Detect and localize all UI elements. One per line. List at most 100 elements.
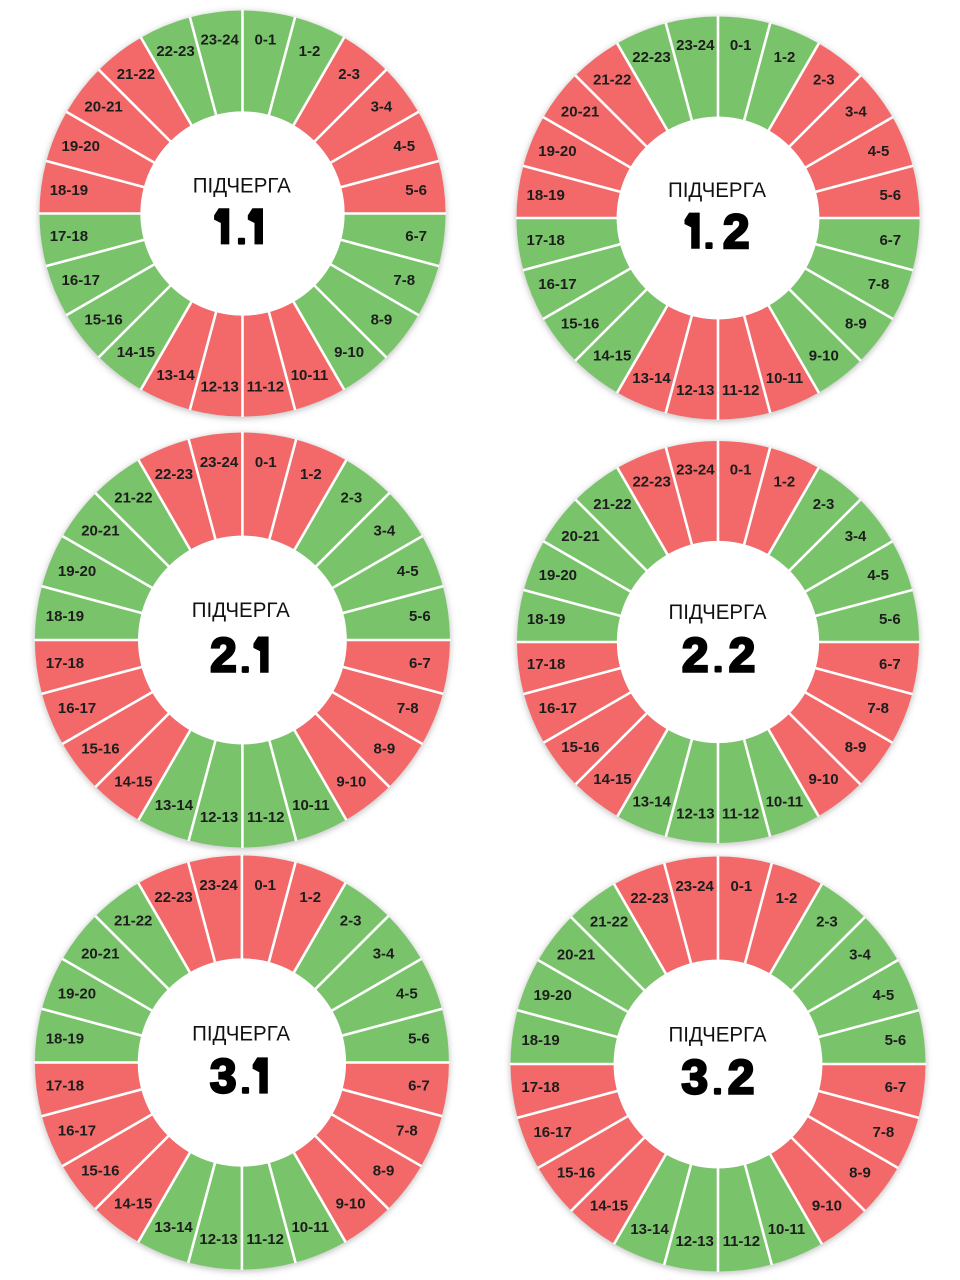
svg-text:15-16: 15-16 (84, 312, 122, 329)
svg-text:7-8: 7-8 (396, 1122, 418, 1139)
svg-text:14-15: 14-15 (593, 771, 631, 788)
svg-text:11-12: 11-12 (722, 382, 760, 399)
svg-text:6-7: 6-7 (885, 1079, 907, 1096)
svg-text:14-15: 14-15 (593, 347, 631, 364)
svg-text:12-13: 12-13 (200, 809, 238, 826)
svg-text:17-18: 17-18 (527, 656, 565, 673)
svg-text:11-12: 11-12 (246, 1231, 284, 1248)
svg-text:11-12: 11-12 (723, 1233, 761, 1250)
svg-text:5-6: 5-6 (879, 187, 901, 204)
svg-text:13-14: 13-14 (154, 1219, 193, 1236)
svg-text:5-6: 5-6 (879, 611, 901, 628)
svg-text:18-19: 18-19 (521, 1032, 559, 1049)
svg-text:14-15: 14-15 (114, 1196, 152, 1213)
svg-text:18-19: 18-19 (527, 611, 565, 628)
svg-text:1-2: 1-2 (773, 473, 795, 490)
svg-text:2-3: 2-3 (816, 914, 838, 931)
svg-text:ПІДЧЕРГА: ПІДЧЕРГА (669, 600, 768, 624)
svg-text:21-22: 21-22 (117, 66, 155, 83)
svg-text:4-5: 4-5 (867, 567, 889, 584)
svg-text:19-20: 19-20 (62, 138, 100, 155)
svg-text:13-14: 13-14 (156, 367, 195, 384)
svg-text:2: 2 (682, 629, 709, 682)
svg-text:18-19: 18-19 (46, 608, 84, 625)
svg-text:17-18: 17-18 (46, 1077, 84, 1094)
svg-text:12-13: 12-13 (200, 379, 238, 396)
svg-text:9-10: 9-10 (334, 344, 364, 361)
svg-text:3-4: 3-4 (849, 947, 871, 964)
svg-text:6-7: 6-7 (879, 232, 901, 249)
svg-text:2: 2 (729, 629, 756, 682)
svg-text:7-8: 7-8 (873, 1124, 895, 1141)
svg-text:6-7: 6-7 (879, 656, 901, 673)
svg-text:19-20: 19-20 (538, 143, 576, 160)
svg-text:19-20: 19-20 (533, 987, 571, 1004)
svg-text:10-11: 10-11 (292, 797, 330, 814)
svg-text:15-16: 15-16 (557, 1164, 595, 1181)
svg-text:9-10: 9-10 (809, 771, 839, 788)
svg-text:ПІДЧЕРГА: ПІДЧЕРГА (192, 598, 291, 622)
svg-text:18-19: 18-19 (527, 187, 565, 204)
svg-text:10-11: 10-11 (291, 367, 329, 384)
svg-text:8-9: 8-9 (374, 740, 396, 757)
svg-text:16-17: 16-17 (58, 700, 96, 717)
svg-text:2-3: 2-3 (338, 66, 360, 83)
svg-text:20-21: 20-21 (81, 523, 119, 540)
svg-text:1-2: 1-2 (774, 49, 796, 66)
svg-text:12-13: 12-13 (199, 1231, 237, 1248)
svg-text:19-20: 19-20 (58, 986, 96, 1003)
svg-text:5-6: 5-6 (409, 608, 431, 625)
svg-text:2: 2 (723, 206, 750, 259)
svg-text:17-18: 17-18 (527, 232, 565, 249)
svg-text:0-1: 0-1 (254, 877, 276, 894)
svg-text:2-3: 2-3 (341, 490, 363, 507)
svg-text:2-3: 2-3 (813, 496, 835, 513)
svg-text:0-1: 0-1 (731, 878, 753, 895)
svg-text:1-2: 1-2 (776, 890, 798, 907)
svg-text:3-4: 3-4 (371, 98, 393, 115)
svg-text:1-2: 1-2 (299, 889, 321, 906)
svg-text:23-24: 23-24 (675, 878, 714, 895)
svg-text:8-9: 8-9 (371, 312, 393, 329)
svg-text:16-17: 16-17 (538, 276, 576, 293)
svg-text:18-19: 18-19 (46, 1031, 84, 1048)
svg-text:12-13: 12-13 (675, 1233, 713, 1250)
svg-text:6-7: 6-7 (405, 228, 427, 245)
svg-text:16-17: 16-17 (533, 1124, 571, 1141)
svg-text:0-1: 0-1 (730, 37, 752, 54)
svg-text:5-6: 5-6 (405, 182, 427, 199)
svg-text:1-2: 1-2 (300, 466, 322, 483)
svg-text:8-9: 8-9 (849, 1164, 871, 1181)
svg-text:21-22: 21-22 (590, 914, 628, 931)
svg-text:13-14: 13-14 (630, 1221, 669, 1238)
svg-text:15-16: 15-16 (561, 315, 599, 332)
svg-text:5-6: 5-6 (408, 1031, 430, 1048)
svg-text:4-5: 4-5 (873, 987, 895, 1004)
svg-text:22-23: 22-23 (155, 466, 193, 483)
svg-text:0-1: 0-1 (255, 31, 277, 48)
svg-text:21-22: 21-22 (114, 912, 152, 929)
svg-text:9-10: 9-10 (336, 1196, 366, 1213)
svg-text:17-18: 17-18 (50, 228, 88, 245)
svg-text:1-2: 1-2 (299, 43, 321, 60)
svg-text:7-8: 7-8 (393, 272, 415, 289)
svg-text:19-20: 19-20 (58, 563, 96, 580)
svg-text:7-8: 7-8 (867, 700, 889, 717)
svg-text:20-21: 20-21 (561, 528, 599, 545)
svg-text:10-11: 10-11 (766, 794, 804, 811)
svg-text:12-13: 12-13 (676, 382, 714, 399)
svg-text:20-21: 20-21 (84, 98, 122, 115)
svg-text:23-24: 23-24 (200, 454, 239, 471)
svg-text:4-5: 4-5 (393, 138, 415, 155)
svg-text:0-1: 0-1 (255, 454, 277, 471)
svg-text:10-11: 10-11 (768, 1221, 806, 1238)
svg-text:9-10: 9-10 (809, 347, 839, 364)
svg-text:16-17: 16-17 (58, 1122, 96, 1139)
svg-text:2: 2 (728, 1052, 755, 1105)
svg-text:20-21: 20-21 (81, 945, 119, 962)
svg-text:23-24: 23-24 (676, 37, 715, 54)
svg-text:23-24: 23-24 (676, 462, 715, 479)
svg-text:20-21: 20-21 (557, 947, 595, 964)
svg-text:11-12: 11-12 (247, 809, 285, 826)
svg-text:14-15: 14-15 (114, 773, 152, 790)
